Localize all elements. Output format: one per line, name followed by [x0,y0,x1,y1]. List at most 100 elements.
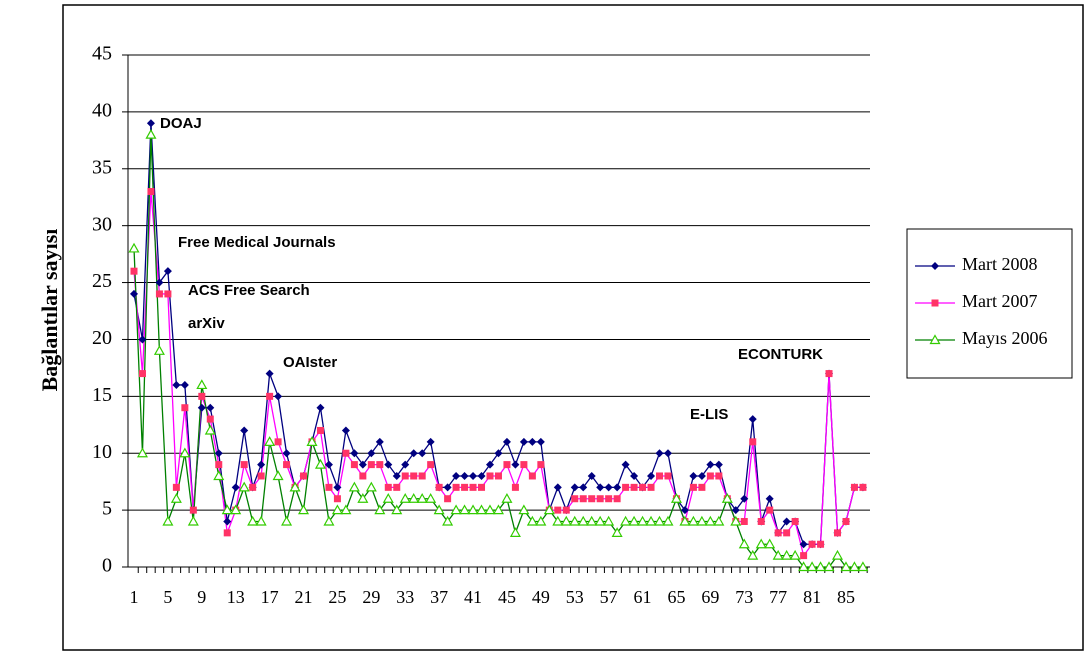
data-point [586,515,598,526]
x-tick-label: 81 [803,587,821,607]
annotation: E-LIS [690,406,728,423]
data-point [806,561,818,572]
data-point [687,515,699,526]
data-point [333,483,342,492]
annotation: OAIster [283,354,337,371]
data-point [257,460,266,469]
data-point [848,561,860,572]
data-point [730,515,742,526]
x-tick-label: 41 [464,587,482,607]
data-point [689,471,698,480]
data-point [266,392,274,400]
x-tick-label: 53 [566,587,584,607]
data-point [478,483,486,491]
data-point [358,460,367,469]
data-point [442,515,454,526]
data-point [374,504,386,515]
data-point [825,370,833,378]
data-point [570,483,579,492]
data-point [375,437,384,446]
data-point [494,449,503,458]
data-point [255,515,267,526]
x-tick-label: 85 [837,587,855,607]
data-point [749,438,757,446]
data-point [443,483,452,492]
data-point [628,515,640,526]
data-point [857,561,869,572]
data-point [755,538,767,549]
data-point [569,515,581,526]
data-point [306,436,318,446]
data-point [382,493,394,503]
data-point [333,495,341,503]
data-point [772,549,784,560]
x-tick-label: 49 [532,587,550,607]
y-tick-label: 10 [92,441,112,463]
data-point [528,472,536,480]
data-point [130,267,138,275]
data-point [783,529,791,537]
data-point [289,481,301,492]
data-point [324,460,333,469]
data-point [265,369,274,378]
data-point [249,483,257,491]
data-point [774,529,782,537]
data-point [713,515,725,526]
data-point [130,289,138,298]
data-point [331,504,343,515]
data-point [680,506,689,515]
data-point [221,504,233,515]
data-point [859,483,867,491]
data-point [799,540,808,549]
data-point [789,549,801,560]
data-point [145,128,157,139]
data-point [800,552,808,560]
data-point [240,461,248,469]
x-tick-label: 69 [701,587,719,607]
data-point [485,460,494,469]
data-point [808,540,816,548]
data-point [452,483,460,491]
data-point [281,515,293,526]
data-point [653,515,666,526]
data-point [520,461,528,469]
x-tick-label: 25 [328,587,346,607]
data-point [611,527,623,537]
annotation: ECONTURK [738,346,823,363]
data-point [731,506,740,515]
data-point [748,415,757,424]
x-tick-label: 65 [667,587,685,607]
data-point [696,515,708,526]
data-point [637,515,649,526]
data-point [198,392,206,400]
data-point [155,290,163,298]
data-point [604,483,613,492]
data-point [704,515,716,526]
data-point [840,561,852,572]
data-point [196,379,208,390]
data-point [579,483,588,492]
data-point [605,495,613,503]
data-point [781,549,793,560]
data-point [477,471,486,480]
legend-label: Mart 2008 [962,254,1038,274]
data-point [501,493,513,503]
data-point [459,504,471,515]
data-point [519,437,528,446]
data-point [162,515,174,526]
data-point [146,119,155,128]
data-point [469,483,477,491]
data-point [323,515,335,526]
data-point [554,506,562,514]
data-point [603,515,615,526]
data-point [376,461,384,469]
data-point [367,461,375,469]
data-point [613,495,621,503]
data-point [325,483,333,491]
data-point [706,472,714,480]
y-tick-label: 0 [102,555,112,577]
legend-label: Mart 2007 [962,291,1038,311]
data-point [401,460,410,469]
data-point [180,380,189,389]
data-point [213,470,225,481]
